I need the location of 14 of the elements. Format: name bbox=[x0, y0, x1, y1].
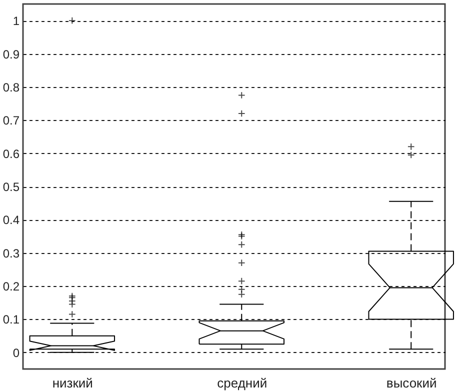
y-tick-label: 0 bbox=[12, 346, 20, 360]
y-tick-label: 0.9 bbox=[2, 47, 20, 62]
y-tick-label: 0.4 bbox=[2, 213, 20, 228]
y-tick-label: 0.7 bbox=[2, 114, 20, 128]
y-tick-label: 0.5 bbox=[2, 180, 20, 194]
x-tick-label: низкий bbox=[52, 376, 93, 390]
y-tick-label: 0.1 bbox=[2, 312, 20, 327]
y-tick-label: 0.3 bbox=[2, 246, 20, 260]
y-tick-label: 0.6 bbox=[2, 146, 20, 161]
y-tick-label: 0.8 bbox=[2, 80, 20, 94]
x-tick-label: средний bbox=[217, 376, 268, 390]
x-tick-label: высокий bbox=[386, 376, 437, 390]
y-tick-label: 1 bbox=[12, 14, 20, 28]
y-tick-label: 0.2 bbox=[2, 280, 20, 294]
